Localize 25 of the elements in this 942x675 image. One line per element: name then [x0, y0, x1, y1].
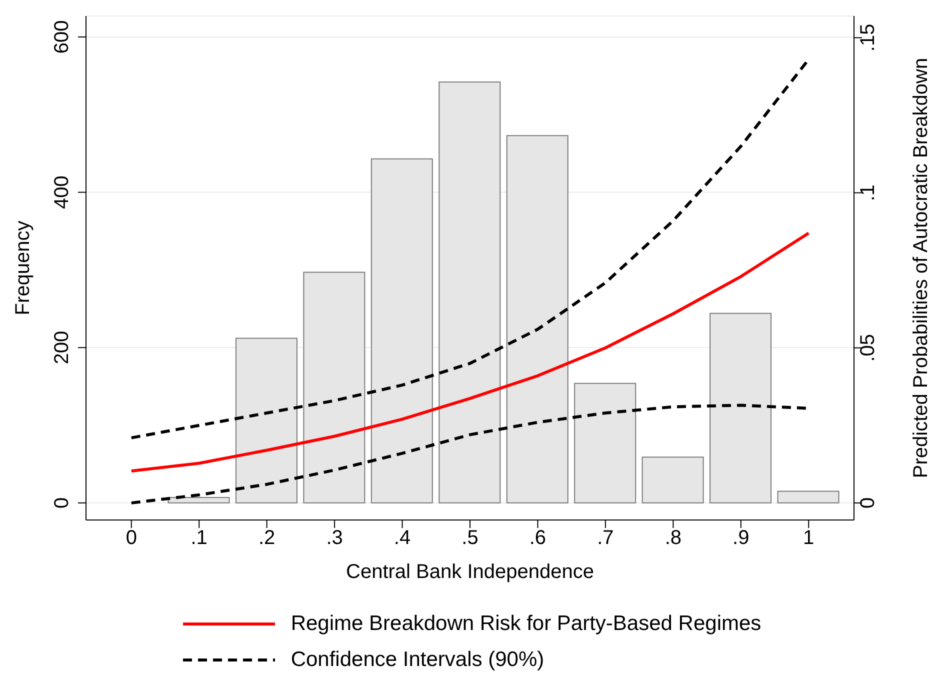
- x-tick-label: .8: [664, 527, 682, 550]
- x-tick-label: 1: [803, 527, 814, 550]
- y2-tick-label: .05: [857, 334, 879, 362]
- legend-label: Regime Breakdown Risk for Party-Based Regimes: [290, 612, 762, 636]
- y2-tick-label: .1: [857, 184, 879, 202]
- x-tick-label: .2: [258, 527, 276, 550]
- x-tick-label: .1: [190, 527, 208, 550]
- y-tick-label: 400: [51, 176, 73, 209]
- legend-label: Confidence Intervals (90%): [290, 648, 544, 672]
- x-tick-label: 0: [126, 527, 137, 550]
- y-tick-label: 200: [51, 330, 73, 364]
- y-tick-label: 0: [51, 497, 73, 508]
- x-tick-label: .5: [462, 527, 478, 550]
- x-axis-title: Central Bank Independence: [346, 561, 594, 583]
- y2-tick-label: 0: [857, 497, 879, 509]
- y2-axis-title: Predicted Probabilities of Autocratic Breakdown: [910, 58, 932, 478]
- line-series: [130, 232, 810, 472]
- x-tick-label: .3: [326, 527, 343, 550]
- x-tick-label: .7: [597, 527, 614, 550]
- y-tick-label: 600: [51, 20, 73, 54]
- y2-tick-label: .15: [857, 24, 879, 52]
- x-tick-label: .4: [394, 527, 411, 550]
- y-axis-title: Frequency: [12, 220, 34, 316]
- x-tick-label: .9: [732, 527, 750, 550]
- x-tick-label: .6: [529, 527, 546, 550]
